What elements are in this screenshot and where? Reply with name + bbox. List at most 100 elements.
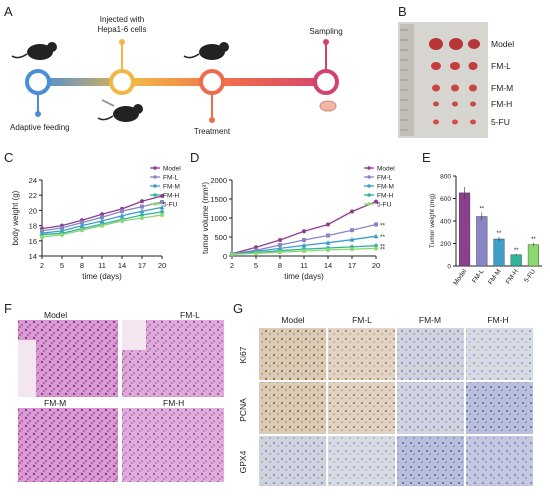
- data-point: [160, 212, 164, 217]
- significance-label: **: [380, 234, 386, 241]
- x-tick-label: FM-M: [487, 268, 502, 286]
- y-tick-label: 0: [447, 264, 451, 271]
- legend-label: FM-H: [163, 193, 180, 200]
- bar: [459, 192, 471, 267]
- data-point: [278, 238, 282, 243]
- timeline-label-injected-2: Hepa1-6 cells: [98, 25, 147, 34]
- x-tick-label: Model: [452, 268, 468, 287]
- tumor-row-fm-m: [432, 84, 477, 92]
- legend-marker: [367, 166, 371, 170]
- ihc-row-label: PCNA: [238, 398, 248, 422]
- he-label: FM-L: [180, 310, 200, 320]
- data-point: [254, 251, 258, 256]
- y-tick-label: 0: [223, 252, 227, 261]
- data-point: [80, 228, 84, 233]
- he-label: FM-M: [44, 398, 66, 408]
- x-tick-label: 5-FU: [523, 268, 537, 284]
- data-point: [350, 247, 354, 252]
- y-tick-label: 1500: [210, 195, 227, 204]
- timeline-node-adaptive: [25, 69, 51, 117]
- legend-label: FM-L: [377, 175, 393, 182]
- timeline-bar: [38, 78, 334, 86]
- tumor-volume-chart: 0 500 1000 1500 2000 2 5 8 11 14 17 20 time (days) tu…: [201, 166, 395, 282]
- legend-marker: [367, 202, 371, 206]
- data-point: [160, 200, 164, 205]
- panel-label-c: C: [4, 150, 13, 165]
- ihc-column-label: Model: [281, 315, 304, 325]
- he-histology-panel: Model FM-L FM-M FM-H: [18, 310, 224, 482]
- data-point: [349, 237, 355, 242]
- x-tick-label: 14: [118, 261, 126, 270]
- legend-label: FM-L: [163, 175, 179, 182]
- mouse-icon: [11, 42, 57, 60]
- x-axis-label: time (days): [82, 272, 122, 281]
- panel-label-g: G: [233, 301, 243, 316]
- timeline-label-sampling: Sampling: [309, 27, 342, 36]
- data-point: [159, 209, 165, 215]
- x-tick-label: 2: [230, 261, 234, 270]
- data-point: [60, 225, 64, 230]
- legend-label: FM-M: [163, 184, 180, 191]
- photo-row-label: FM-H: [491, 99, 512, 109]
- data-point: [159, 204, 165, 210]
- x-tick-label: 20: [372, 261, 380, 270]
- significance-label: **: [531, 237, 536, 243]
- y-axis-label: tumor volume (mm³): [201, 182, 210, 254]
- legend-marker: [367, 184, 371, 188]
- y-tick-label: 500: [214, 233, 227, 242]
- mouse-with-syringe-icon: [97, 99, 143, 122]
- y-tick-label: 22: [29, 191, 37, 200]
- data-point: [160, 193, 164, 198]
- timeline-panel: Injected with Hepa1-6 cells Sampling Ada…: [10, 15, 343, 136]
- legend-label: FM-M: [377, 184, 394, 191]
- data-point: [277, 245, 283, 251]
- data-point: [278, 242, 282, 247]
- y-tick-label: 800: [440, 174, 451, 181]
- x-tick-label: 17: [348, 261, 356, 270]
- body-weight-chart: 14 16 18 20 22 24 2 5 8 11 14 17 20 time (days) body w…: [11, 166, 181, 282]
- data-point: [139, 212, 145, 218]
- timeline-node-treatment: [199, 69, 225, 123]
- data-point: [326, 222, 330, 227]
- bar: [476, 216, 488, 267]
- x-tick-label: 11: [98, 261, 106, 270]
- legend-marker: [153, 184, 157, 188]
- bar: [527, 244, 539, 267]
- legend-label: 5-FU: [377, 202, 392, 209]
- mouse-icon: [183, 42, 229, 60]
- significance-label: **: [497, 231, 502, 237]
- photo-row-label: Model: [491, 39, 514, 49]
- tumor-row-fm-l: [431, 62, 478, 70]
- he-image-fm-h: [122, 408, 224, 482]
- legend-marker: [367, 175, 371, 179]
- ihc-column-label: FM-H: [487, 315, 508, 325]
- y-tick-label: 14: [29, 252, 37, 261]
- x-tick-label: 11: [300, 261, 308, 270]
- x-tick-label: 2: [40, 261, 44, 270]
- panel-label-f: F: [4, 301, 12, 316]
- timeline-label-treatment: Treatment: [194, 127, 231, 136]
- data-point: [301, 242, 307, 248]
- x-tick-label: 5: [60, 261, 64, 270]
- data-point: [119, 213, 125, 218]
- panel-label-a: A: [4, 4, 13, 19]
- data-point: [374, 246, 378, 251]
- x-tick-label: FM-H: [505, 268, 520, 286]
- data-point: [140, 216, 144, 220]
- data-point: [120, 219, 124, 224]
- ihc-column-label: FM-M: [419, 315, 441, 325]
- x-tick-label: 8: [80, 261, 84, 270]
- data-point: [230, 252, 234, 257]
- y-tick-label: 2000: [210, 176, 227, 185]
- y-tick-label: 24: [29, 176, 37, 185]
- y-tick-label: 16: [29, 237, 37, 246]
- tumor-row-fm-h: [433, 101, 476, 107]
- data-point: [60, 232, 64, 237]
- y-tick-label: 1000: [210, 214, 227, 223]
- x-tick-label: FM-L: [471, 268, 486, 285]
- he-label: Model: [44, 310, 67, 320]
- photo-row-label: FM-L: [491, 61, 511, 71]
- data-point: [302, 249, 306, 254]
- legend-marker: [153, 166, 157, 170]
